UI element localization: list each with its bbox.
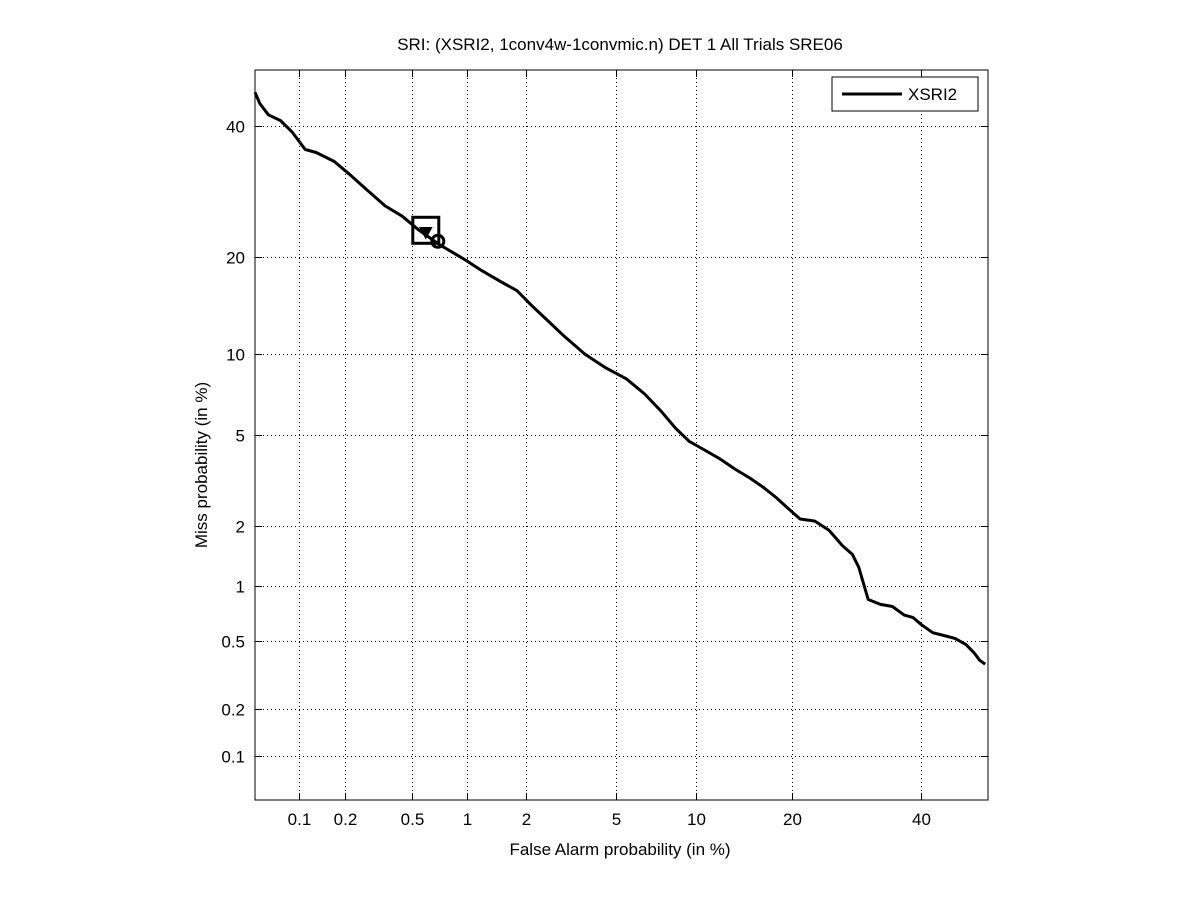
x-axis-label: False Alarm probability (in %) (509, 840, 730, 859)
x-tick-label: 1 (463, 810, 472, 829)
legend: XSRI2 (831, 76, 979, 112)
grid-lines (255, 70, 988, 800)
x-tick-label: 0.1 (288, 810, 312, 829)
y-tick-label: 0.1 (221, 748, 245, 767)
series-line-xsri2 (253, 91, 987, 666)
legend-label-xsri2: XSRI2 (908, 85, 957, 104)
x-tick-label: 10 (687, 810, 706, 829)
y-tick-label: 20 (226, 249, 245, 268)
series-layer (253, 91, 987, 666)
y-tick-label: 40 (226, 118, 245, 137)
y-tick-label: 2 (236, 518, 245, 537)
x-tick-label: 2 (522, 810, 531, 829)
x-tick-label: 0.5 (401, 810, 425, 829)
y-tick-label: 0.2 (221, 701, 245, 720)
actual-dcf-circle-marker (430, 233, 446, 249)
chart-title: SRI: (XSRI2, 1conv4w-1convmic.n) DET 1 A… (397, 35, 843, 54)
x-tick-label: 40 (912, 810, 931, 829)
y-tick-label: 10 (226, 346, 245, 365)
triangle-marker (418, 226, 433, 240)
y-axis-label: Miss probability (in %) (192, 382, 211, 548)
axis-ticks (255, 70, 988, 800)
x-tick-label: 0.2 (334, 810, 358, 829)
min-dcf-square-marker (411, 215, 441, 245)
axis-tick-labels: 0.1 0.2 0.5 1 2 5 10 20 40 0.1 0.2 0.5 1 2 5 10 20 40 (221, 118, 931, 830)
y-tick-label: 0.5 (221, 633, 245, 652)
plot-frame (254, 69, 989, 801)
operating-point-markers (411, 215, 446, 249)
y-tick-label: 1 (236, 578, 245, 597)
y-tick-label: 5 (236, 427, 245, 446)
x-tick-label: 5 (612, 810, 621, 829)
x-tick-label: 20 (783, 810, 802, 829)
